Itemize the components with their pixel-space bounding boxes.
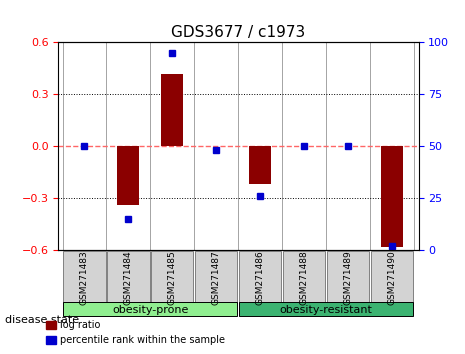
- FancyBboxPatch shape: [239, 251, 281, 303]
- Text: GSM271489: GSM271489: [344, 250, 352, 305]
- Bar: [118, 146, 140, 205]
- FancyBboxPatch shape: [63, 251, 106, 303]
- Text: GSM271487: GSM271487: [212, 250, 221, 305]
- FancyBboxPatch shape: [327, 251, 369, 303]
- Text: obesity-prone: obesity-prone: [112, 305, 189, 315]
- FancyBboxPatch shape: [371, 251, 413, 303]
- Bar: [381, 146, 403, 247]
- Text: obesity-resistant: obesity-resistant: [280, 305, 372, 315]
- FancyBboxPatch shape: [239, 302, 413, 316]
- Text: GSM271486: GSM271486: [256, 250, 265, 305]
- FancyBboxPatch shape: [151, 251, 193, 303]
- Bar: [249, 146, 271, 184]
- Text: disease state: disease state: [5, 315, 79, 325]
- Text: GSM271483: GSM271483: [80, 250, 89, 305]
- Bar: [161, 74, 183, 146]
- Text: GSM271485: GSM271485: [168, 250, 177, 305]
- FancyBboxPatch shape: [63, 302, 238, 316]
- FancyBboxPatch shape: [283, 251, 326, 303]
- Text: GSM271484: GSM271484: [124, 250, 133, 305]
- Text: GSM271488: GSM271488: [300, 250, 309, 305]
- FancyBboxPatch shape: [107, 251, 150, 303]
- FancyBboxPatch shape: [195, 251, 238, 303]
- Text: GSM271490: GSM271490: [388, 250, 397, 305]
- Title: GDS3677 / c1973: GDS3677 / c1973: [171, 25, 306, 40]
- Legend: log ratio, percentile rank within the sample: log ratio, percentile rank within the sa…: [42, 316, 228, 349]
